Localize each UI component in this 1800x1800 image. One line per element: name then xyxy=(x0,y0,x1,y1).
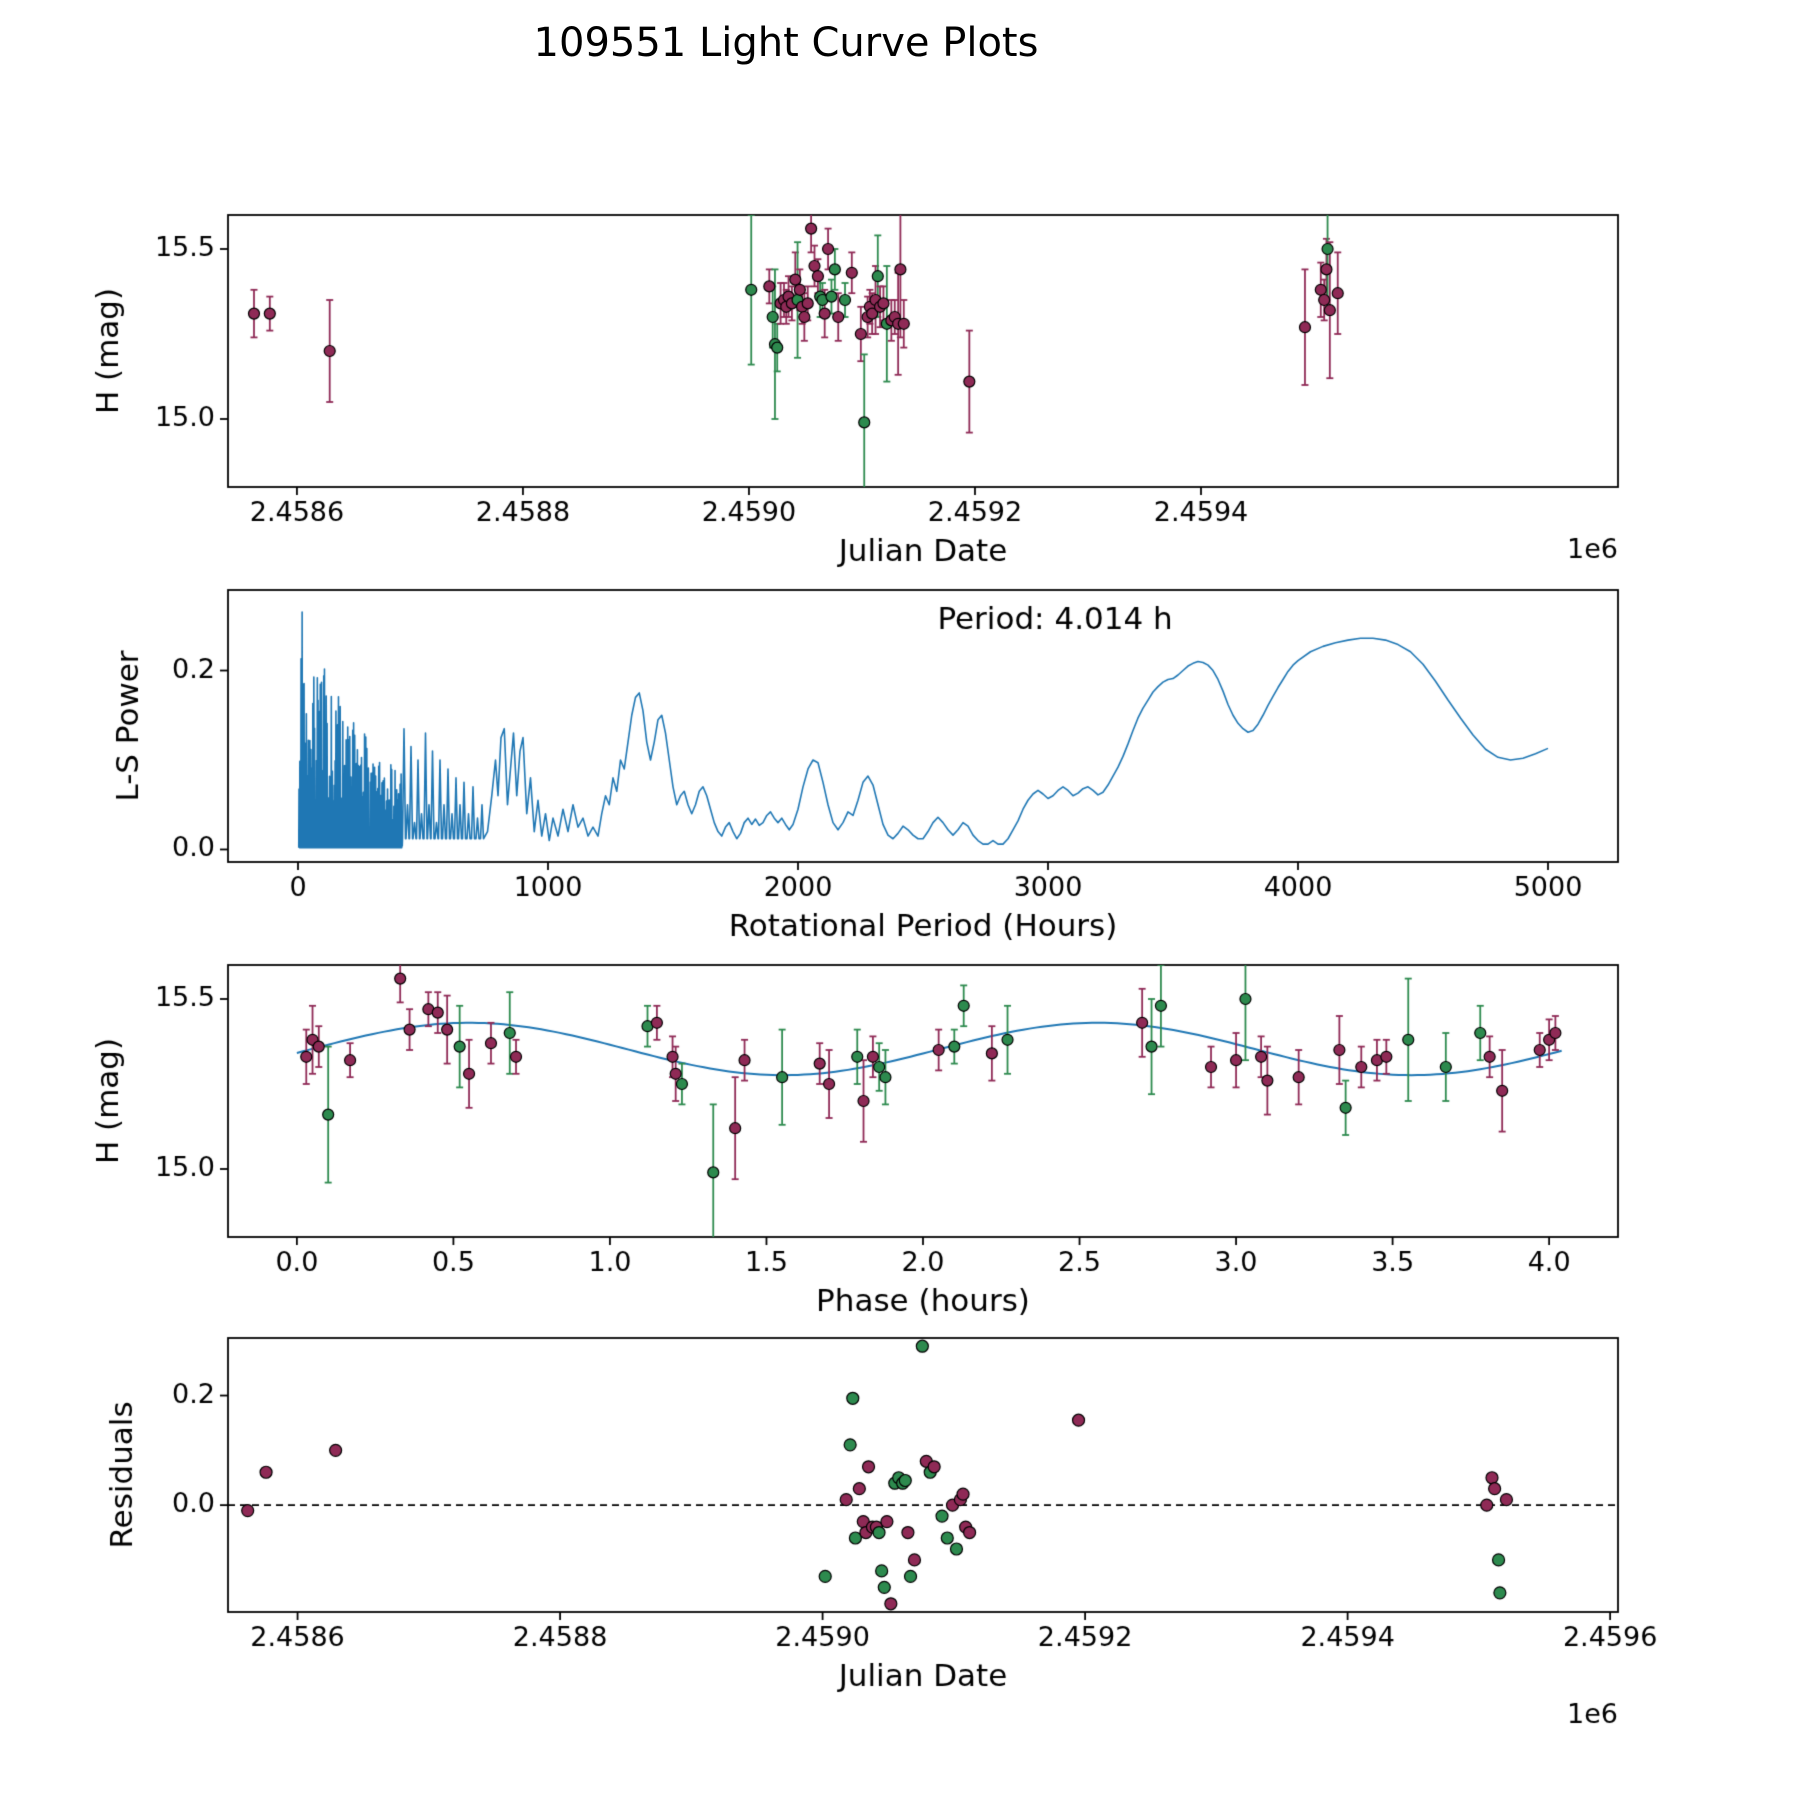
light-curve-plots-canvas xyxy=(0,0,1800,1800)
light-curve-figure: 109551 Light Curve Plots xyxy=(0,0,1800,1800)
